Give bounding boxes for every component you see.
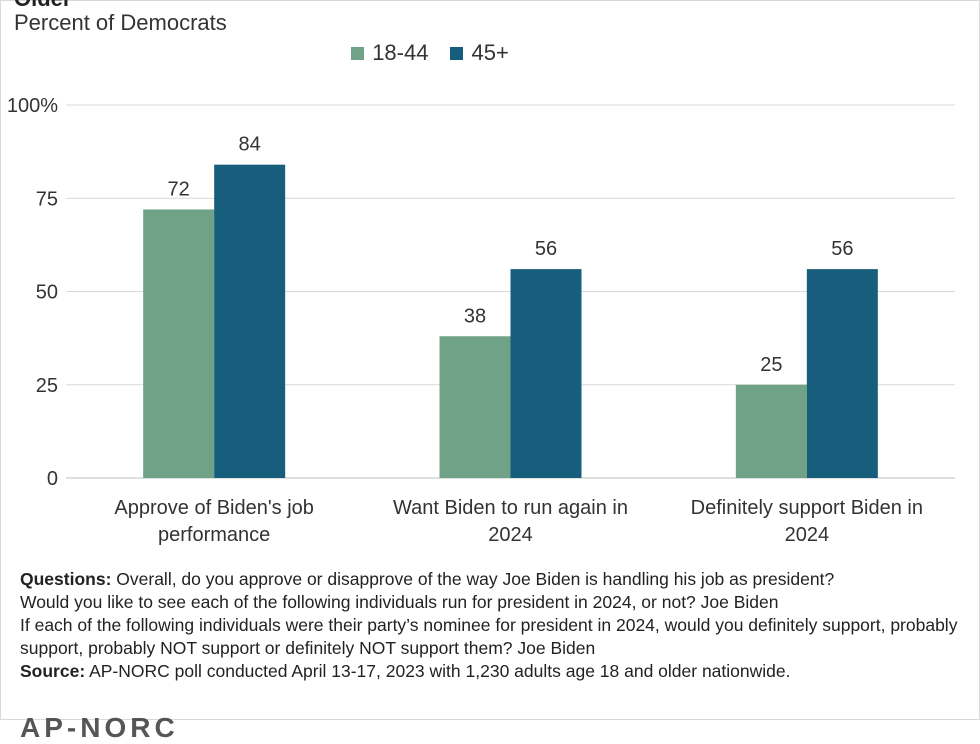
legend: 18-44 45+ xyxy=(0,40,860,66)
data-label-45-plus-1: 84 xyxy=(239,134,261,156)
source-label: Source: xyxy=(20,661,86,681)
bar-45-plus-3 xyxy=(806,269,878,478)
category-label-2-line-1: Want Biden to run again in xyxy=(393,497,628,519)
notes: Questions: Overall, do you approve or di… xyxy=(20,568,970,683)
bar-45-plus-2 xyxy=(510,269,582,478)
legend-item-18-44: 18-44 xyxy=(351,40,428,66)
logo-fragment: AP-NORC xyxy=(20,712,179,743)
data-label-45-plus-3: 56 xyxy=(831,238,853,260)
bar-chart: 0 25 50 75 100% 72 84 Approve of Biden's job per… xyxy=(7,95,955,546)
bar-45-plus-1 xyxy=(214,164,286,478)
y-tick-label-0: 0 xyxy=(47,468,58,490)
source-line: Source: AP-NORC poll conducted April 13-… xyxy=(20,660,970,683)
category-label-1-line-1: Approve of Biden's job xyxy=(114,497,314,519)
question-3: If each of the following individuals wer… xyxy=(20,615,958,658)
questions-label: Questions: xyxy=(20,569,112,589)
legend-label-18-44: 18-44 xyxy=(372,40,429,65)
data-label-18-44-1: 72 xyxy=(168,178,190,200)
legend-swatch-45-plus xyxy=(450,46,464,60)
data-label-18-44-2: 38 xyxy=(464,305,486,327)
category-label-1-line-2: performance xyxy=(158,524,270,546)
bar-18-44-2 xyxy=(439,336,511,478)
chart-title-fragment: Older xyxy=(14,0,71,12)
bar-18-44-3 xyxy=(735,384,807,478)
y-tick-label-25: 25 xyxy=(36,375,58,397)
category-label-3-line-2: 2024 xyxy=(785,524,830,546)
y-tick-label-50: 50 xyxy=(36,282,58,304)
category-label-2-line-2: 2024 xyxy=(488,524,533,546)
legend-item-45-plus: 45+ xyxy=(450,40,509,66)
legend-label-45-plus: 45+ xyxy=(471,40,509,65)
questions-line-1: Questions: Overall, do you approve or di… xyxy=(20,568,970,591)
chart-subtitle: Percent of Democrats xyxy=(14,10,227,35)
y-tick-label-100: 100% xyxy=(7,95,58,117)
question-2: Would you like to see each of the follow… xyxy=(20,592,779,612)
data-label-45-plus-2: 56 xyxy=(535,238,557,260)
bar-18-44-1 xyxy=(143,209,215,478)
data-label-18-44-3: 25 xyxy=(760,354,782,376)
source-text: AP-NORC poll conducted April 13-17, 2023… xyxy=(89,661,791,681)
legend-swatch-18-44 xyxy=(351,46,365,60)
y-tick-label-75: 75 xyxy=(36,188,58,210)
category-label-3-line-1: Definitely support Biden in xyxy=(691,497,923,519)
question-1: Overall, do you approve or disapprove of… xyxy=(116,569,835,589)
